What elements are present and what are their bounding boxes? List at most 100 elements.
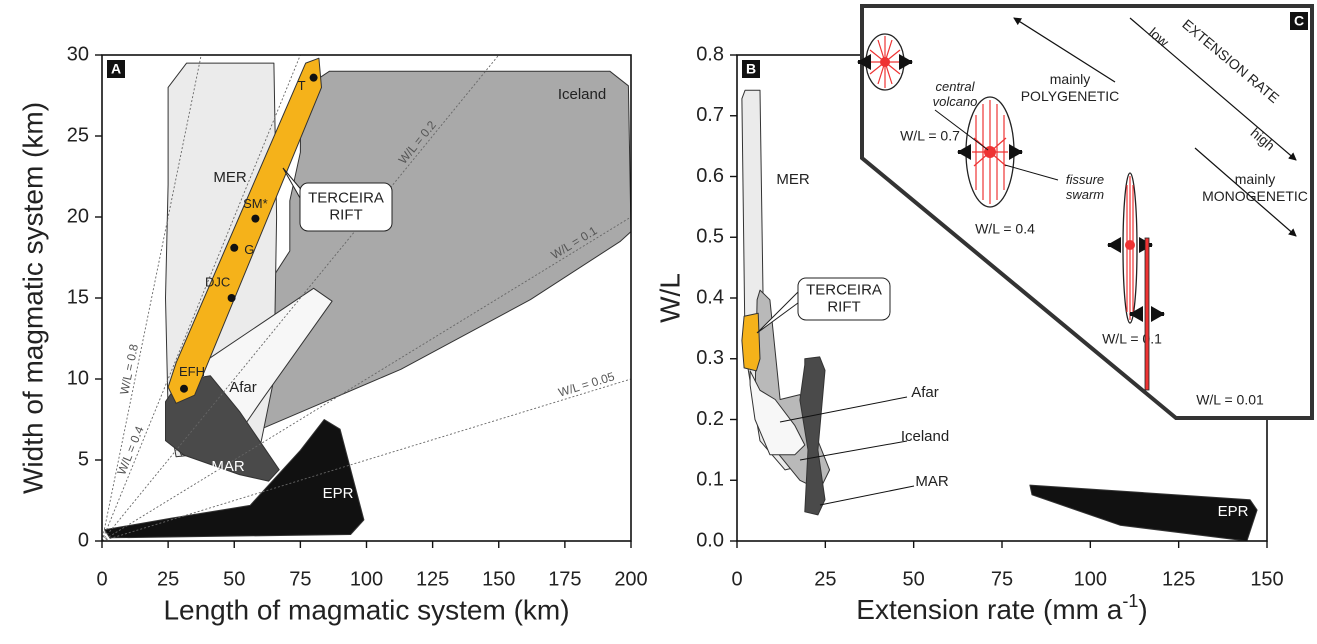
x-tick-label: 175 (548, 568, 581, 590)
y-tick-label: 10 (67, 367, 89, 389)
monogenetic: mainly MONOGENETIC (1202, 171, 1308, 204)
ratio-line (101, 378, 632, 542)
point (227, 294, 236, 302)
x-tick-label: 150 (482, 568, 515, 590)
panel-label: A (111, 61, 121, 77)
y-tick-label: 20 (67, 205, 89, 227)
region (199, 70, 632, 442)
volcano-04 (957, 96, 1023, 208)
callout-pointer (282, 167, 305, 206)
callout-text: TERCEIRA (308, 189, 384, 206)
point (251, 214, 260, 223)
region-label: Afar (229, 379, 257, 396)
x-tick-label: 25 (814, 568, 836, 590)
point-label: G (244, 242, 254, 257)
region (104, 419, 365, 539)
panel-label: C (1294, 13, 1304, 29)
text: POLYGENETIC (1021, 88, 1120, 104)
region-label: Iceland (901, 428, 949, 445)
y-tick-label: 0.5 (696, 226, 724, 248)
x-axis-title: Extension rate (mm a-1) (856, 591, 1147, 626)
callout-mask (301, 192, 306, 206)
x-tick-label: 75 (289, 568, 311, 590)
callout-box (299, 182, 393, 232)
inset-c: C mainly POLYGENETIC mainly MONOGENETIC EX… (857, 4, 1314, 420)
text: fissure (1066, 172, 1104, 187)
x-tick-label: 100 (350, 568, 383, 590)
y-tick-label: 5 (78, 448, 89, 470)
region (167, 57, 322, 404)
callout-box (797, 277, 891, 321)
panel-label-box (742, 60, 760, 78)
ratio-line (101, 54, 202, 542)
y-tick-label: 0.7 (696, 104, 724, 126)
x-tick-label: 50 (223, 568, 245, 590)
volcano-07 (857, 33, 913, 91)
leader (934, 109, 989, 151)
callout-text: RIFT (827, 298, 860, 315)
panel-label: B (746, 61, 756, 77)
volcano-01 (1107, 172, 1153, 324)
x-tick-label: 25 (157, 568, 179, 590)
leader (819, 485, 915, 506)
ratio-line (101, 216, 632, 542)
ratio-label: W/L = 0.01 (1196, 392, 1264, 408)
y-tick-label: 0.3 (696, 347, 724, 369)
callout-text: RIFT (329, 206, 362, 223)
x-tick-label: 0 (731, 568, 742, 590)
ratio-line (101, 54, 301, 542)
central-volcano: central volcano (933, 79, 978, 109)
region-label: MER (213, 169, 247, 186)
text: central (935, 79, 975, 94)
x-tick-label: 125 (1162, 568, 1195, 590)
ratio-label: W/L = 0.05 (557, 369, 617, 399)
y-tick-label: 25 (67, 124, 89, 146)
region (165, 375, 280, 482)
fissure-swarm: fissure swarm (1066, 172, 1104, 202)
point (179, 384, 188, 393)
callout-text: TERCEIRA (806, 281, 882, 298)
y-tick-label: 0.2 (696, 408, 724, 430)
ratio-label: W/L = 0.8 (117, 343, 141, 396)
y-tick-label: 0.4 (696, 286, 724, 308)
text: swarm (1066, 187, 1104, 202)
x-tick-label: 50 (903, 568, 925, 590)
ratio-label: W/L = 0.4 (975, 221, 1035, 237)
point (309, 73, 318, 82)
arrow-poly (1013, 17, 1116, 83)
x-tick-label: 150 (1250, 568, 1283, 590)
x-axis-title-part: ) (1138, 594, 1147, 625)
y-tick-label: 0.6 (696, 165, 724, 187)
callout-mask (799, 287, 804, 301)
ratio-label: W/L = 0.7 (900, 128, 960, 144)
y-axis-title: W/L (654, 273, 685, 323)
panel-a: W/L = 0.8W/L = 0.4W/L = 0.2W/L = 0.1W/L … (17, 43, 647, 625)
x-axis-title: Length of magmatic system (km) (163, 594, 569, 625)
y-tick-label: 0 (78, 529, 89, 551)
region (799, 356, 826, 516)
x-tick-label: 0 (96, 568, 107, 590)
text: volcano (933, 94, 978, 109)
text: mainly (1050, 71, 1090, 87)
region-label: Afar (911, 384, 939, 401)
point-label: SM* (243, 196, 268, 211)
leader (1004, 164, 1059, 181)
region-label: MER (776, 171, 810, 188)
y-tick-label: 0.0 (696, 529, 724, 551)
region-label: MAR (211, 458, 245, 475)
x-axis-title-part: Extension rate (mm a (856, 594, 1123, 625)
y-tick-label: 30 (67, 43, 89, 65)
region (741, 312, 761, 372)
region-label: MAR (915, 473, 949, 490)
leader (799, 440, 908, 461)
x-tick-label: 75 (991, 568, 1013, 590)
ratio-label: W/L = 0.1 (1102, 331, 1162, 347)
panel-label-box (1290, 12, 1308, 30)
region (749, 370, 806, 456)
region-label: EPR (1218, 503, 1249, 520)
region-label: EPR (323, 485, 354, 502)
y-tick-label: 0.1 (696, 469, 724, 491)
x-tick-label: 125 (416, 568, 449, 590)
arrow-mono (1194, 147, 1297, 237)
